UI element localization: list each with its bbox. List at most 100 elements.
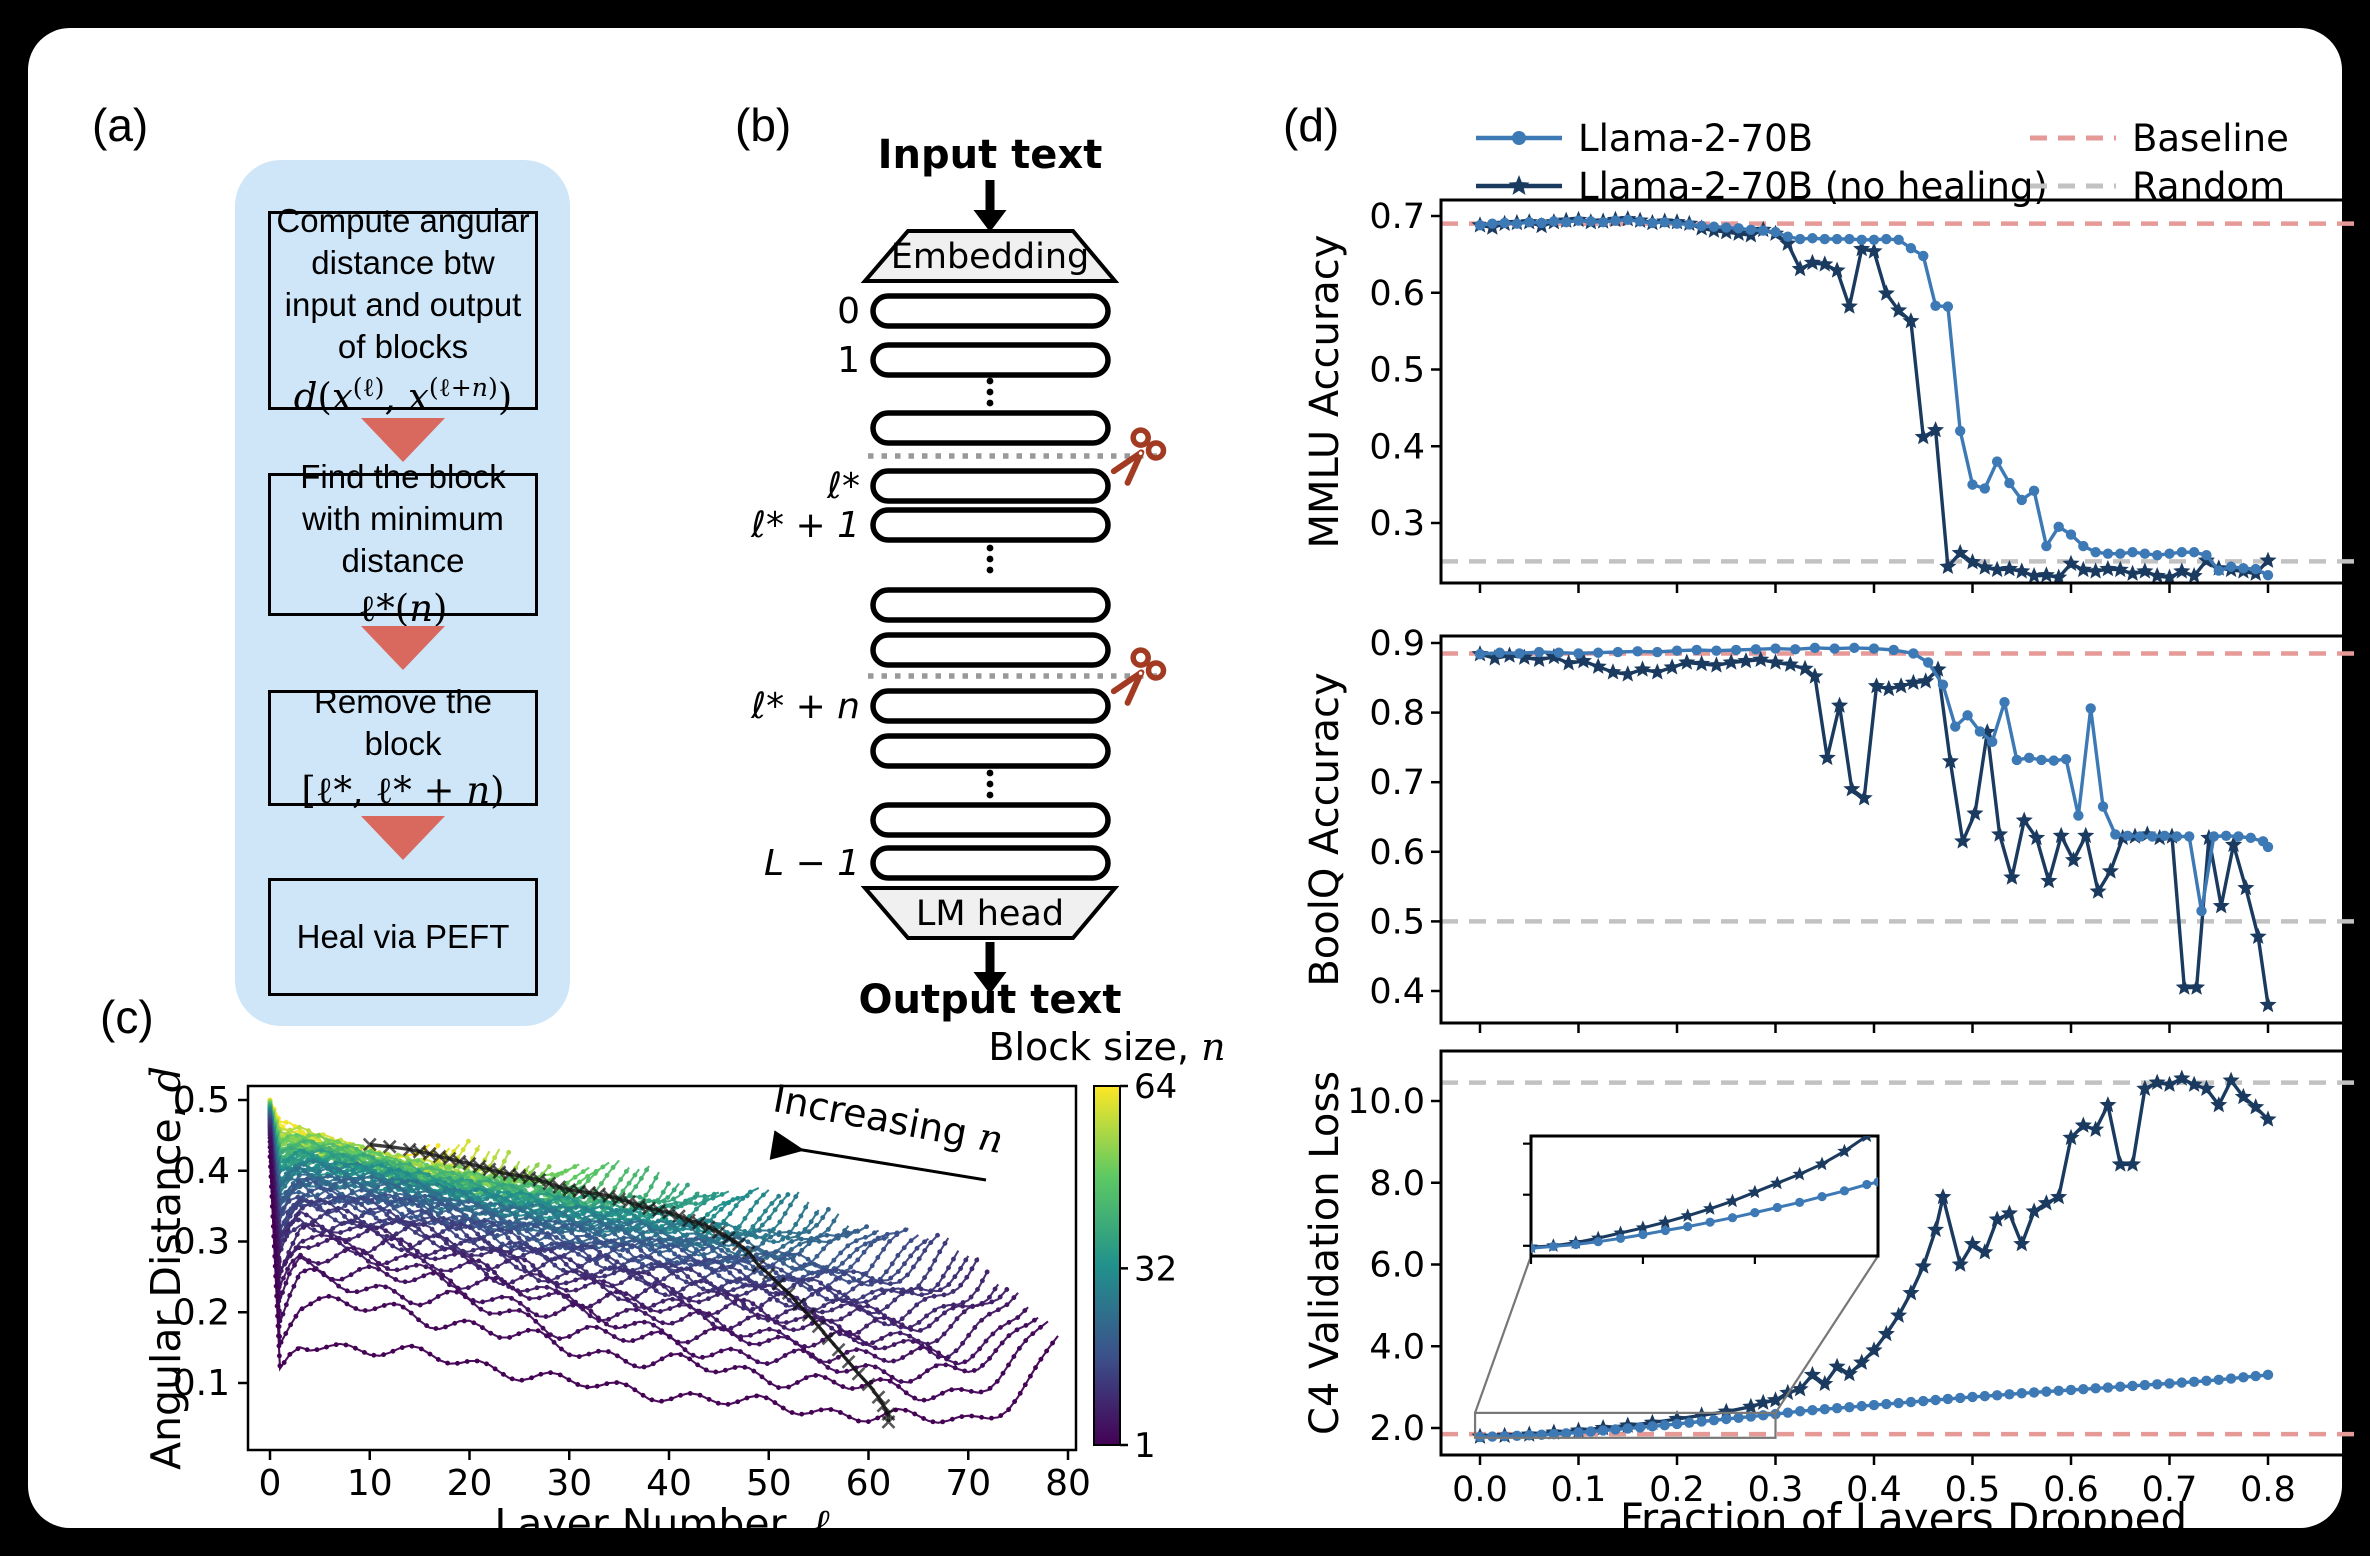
circle-marker <box>1782 1407 1794 1418</box>
y-tick-label: 0.5 <box>1369 351 1425 391</box>
series-line <box>1479 1076 2270 1439</box>
star-marker <box>2247 1098 2265 1115</box>
circle-marker <box>1585 216 1597 227</box>
star-marker <box>2099 1096 2117 1113</box>
circle-marker <box>1652 646 1663 658</box>
star-marker <box>2013 1235 2031 1252</box>
x-tick-label: 60 <box>846 1463 892 1504</box>
star-marker <box>2089 882 2107 899</box>
star-marker <box>1954 832 1972 849</box>
circle-marker <box>1893 234 1904 245</box>
series-no-healing <box>1471 1069 2277 1444</box>
star-marker <box>1853 240 1871 257</box>
y-tick-label: 0.2 <box>173 1292 230 1333</box>
star-marker <box>1781 655 1799 672</box>
y-tick-label: 0.4 <box>173 1151 230 1192</box>
star-marker <box>1890 1306 1908 1323</box>
circle-marker <box>1942 1393 1954 1405</box>
star-marker <box>1634 660 1652 677</box>
circle-marker <box>1922 657 1934 668</box>
star-marker <box>2185 1075 2203 1092</box>
star-marker <box>1658 1214 1673 1229</box>
colorbar-tick-label: 64 <box>1134 1067 1177 1107</box>
x-tick-label: 50 <box>746 1463 792 1504</box>
circle-marker <box>2078 540 2089 552</box>
star-marker <box>1791 260 1809 277</box>
y-tick-label: 0.3 <box>1369 504 1425 544</box>
star-marker <box>2173 562 2191 579</box>
legend: Llama-2-70B Llama-2-70B (no healing) Basel… <box>1476 117 2289 208</box>
flow-step-2-text: Find the block with minimum distance <box>300 458 506 579</box>
circle-marker <box>1839 1186 1850 1196</box>
flow-arrow-2 <box>361 626 445 670</box>
min-distance-marker <box>881 1414 896 1429</box>
colorbar-label: Block size, n <box>988 1025 1225 1069</box>
circle-marker <box>1999 696 2010 708</box>
star-marker <box>1796 659 1814 676</box>
star-marker <box>2077 826 2095 844</box>
circle-marker <box>2011 754 2023 766</box>
circle-marker <box>1659 1419 1670 1431</box>
min-distance-marker <box>422 1146 437 1161</box>
circle-marker <box>2151 550 2163 561</box>
star-marker <box>1843 780 1861 797</box>
distance-curve-markers <box>267 1109 802 1249</box>
x-tick-label: 40 <box>646 1463 692 1504</box>
legend-label: Llama-2-70B <box>1578 117 1813 160</box>
x-tick-label: 0 <box>259 1463 282 1504</box>
distance-curve-markers <box>267 1101 592 1204</box>
circle-marker <box>1733 1412 1744 1423</box>
star-marker <box>2197 1079 2215 1096</box>
star-marker <box>2173 1069 2191 1086</box>
circle-marker <box>2262 1369 2274 1381</box>
circle-marker <box>1868 1399 1880 1411</box>
transformer-block <box>870 507 1111 543</box>
star-marker <box>1803 253 1821 271</box>
circle-marker <box>1745 224 1757 236</box>
star-marker <box>1828 1357 1846 1374</box>
star-marker <box>1707 656 1725 673</box>
y-axis-label: MMLU Accuracy <box>1303 235 1348 549</box>
lm-head-label: LM head <box>916 894 1064 934</box>
min-distance-marker <box>871 1390 886 1405</box>
star-marker <box>1545 647 1563 665</box>
y-axis-label: BoolQ Accuracy <box>1303 672 1348 986</box>
plot-frame <box>246 1084 1078 1452</box>
distance-curve-markers <box>267 1106 742 1232</box>
flow-arrow-1 <box>361 418 445 462</box>
star-marker <box>1988 560 2006 578</box>
circle-marker <box>1881 1398 1892 1410</box>
star-marker <box>2175 978 2193 995</box>
circle-marker <box>2164 548 2175 559</box>
legend-item: Baseline <box>2030 117 2289 160</box>
distance-curve-markers <box>267 1099 512 1185</box>
circle-marker <box>1531 1243 1536 1253</box>
star-marker <box>2015 811 2033 828</box>
star-marker <box>2074 560 2092 578</box>
circle-marker <box>1987 736 1998 748</box>
circle-marker <box>1593 1237 1603 1247</box>
y-tick-label: 0.4 <box>1369 427 1425 467</box>
min-distance-marker <box>632 1198 646 1213</box>
x-axis-label: Fraction of Layers Dropped <box>1620 1494 2187 1543</box>
star-marker <box>2188 978 2206 995</box>
circle-marker <box>1511 218 1523 229</box>
flow-step-remove-block: Remove the block [ℓ*, ℓ* + n) <box>268 683 538 812</box>
circle-marker <box>2016 1388 2027 1399</box>
circle-marker <box>1514 648 1525 659</box>
star-marker <box>1486 649 1504 666</box>
circle-marker <box>2188 546 2200 558</box>
circle-marker <box>1979 1390 1991 1402</box>
star-marker <box>1880 679 1898 697</box>
star-marker <box>1717 1402 1735 1419</box>
circle-marker <box>2262 569 2274 581</box>
star-marker <box>1840 1365 1858 1382</box>
star-marker <box>1779 1383 1797 1401</box>
star-marker <box>1902 312 1920 329</box>
legend-item: Llama-2-70B (no healing) <box>1476 165 2048 208</box>
min-distance-marker <box>492 1165 507 1180</box>
circle-marker <box>1560 216 1572 228</box>
star-marker <box>2050 1188 2068 1205</box>
y-tick-label: 0.1 <box>173 1363 230 1404</box>
distance-curve <box>268 1147 1049 1402</box>
